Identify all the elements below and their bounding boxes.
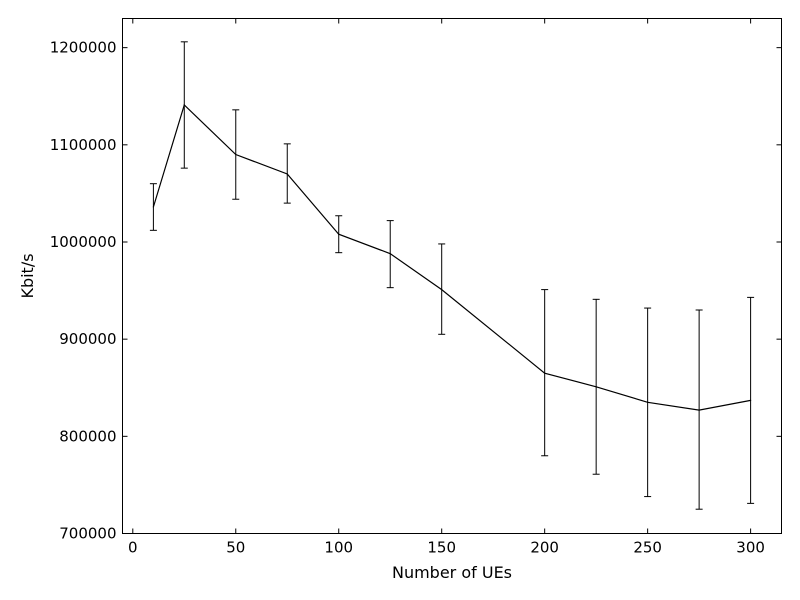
- plot-area: [149, 41, 755, 510]
- x-tick-label: 200: [530, 539, 559, 557]
- x-tick-label: 150: [427, 539, 456, 557]
- data-point: [338, 233, 340, 235]
- x-tick-label: 50: [226, 539, 245, 557]
- data-point: [750, 399, 752, 401]
- data-point: [544, 372, 546, 374]
- y-tick-label: 1100000: [50, 136, 117, 154]
- y-tick-label: 800000: [59, 427, 116, 445]
- data-point: [183, 104, 185, 106]
- plot-frame: [122, 18, 782, 534]
- y-tick-label: 1000000: [50, 233, 117, 251]
- series-line: [152, 103, 751, 411]
- axis-ticks: 0 50 100 150 200 250 300 700000 800000 900000 1000…: [50, 18, 782, 557]
- x-axis-label: Number of UEs: [392, 563, 512, 582]
- x-tick-label: 250: [633, 539, 662, 557]
- data-point: [286, 173, 288, 175]
- y-axis-label: Kbit/s: [18, 253, 37, 298]
- data-point: [235, 153, 237, 156]
- y-tick-label: 900000: [59, 330, 116, 348]
- data-point: [152, 206, 154, 208]
- data-point: [647, 401, 649, 403]
- data-point: [441, 289, 443, 291]
- x-tick-label: 300: [736, 539, 765, 557]
- data-point: [389, 253, 391, 255]
- y-tick-label: 1200000: [50, 39, 117, 57]
- x-tick-label: 100: [324, 539, 353, 557]
- x-tick-label: 0: [128, 539, 138, 557]
- data-point: [698, 409, 700, 411]
- data-point: [595, 386, 597, 388]
- y-tick-label: 700000: [59, 525, 116, 543]
